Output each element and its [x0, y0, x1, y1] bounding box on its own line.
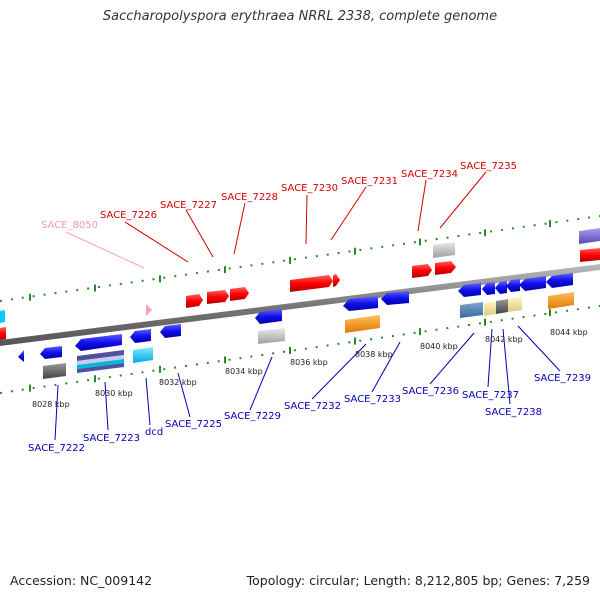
- ring-major-ticks: [29, 220, 551, 392]
- feature-sace-7232-orange[interactable]: [345, 315, 380, 333]
- tick-label-8028: 8028 kbp: [32, 400, 70, 409]
- accession-text: Accession: NC_009142: [10, 573, 153, 588]
- feature-sace-7223-band4[interactable]: [77, 363, 124, 373]
- label-sace-7229[interactable]: SACE_7229: [224, 411, 281, 422]
- genome-summary-text: Topology: circular; Length: 8,212,805 bp…: [246, 573, 590, 588]
- gene-sace-7239b[interactable]: [546, 273, 573, 288]
- gene-sace-7228[interactable]: [230, 287, 249, 301]
- label-sace-7222[interactable]: SACE_7222: [28, 443, 85, 454]
- kbp-scale: 8028 kbp 8030 kbp 8032 kbp 8034 kbp 8036…: [32, 328, 588, 409]
- feature-sace-7238-dark[interactable]: [496, 299, 508, 314]
- gene-sace-7225[interactable]: [160, 324, 181, 338]
- feature-grey-top[interactable]: [433, 242, 455, 258]
- gene-sace-7232[interactable]: [343, 296, 378, 311]
- label-sace-7233[interactable]: SACE_7233: [344, 394, 401, 405]
- gene-sace-7233[interactable]: [381, 291, 409, 305]
- feature-sace-7237-khaki[interactable]: [484, 301, 496, 316]
- feature-sace-7236-steel[interactable]: [460, 302, 483, 318]
- gene-edge-reverse[interactable]: [18, 350, 24, 362]
- feature-sace-7223-band2[interactable]: [77, 355, 124, 365]
- label-sace-7234[interactable]: SACE_7234: [401, 169, 458, 180]
- label-sace-7235[interactable]: SACE_7235: [460, 161, 517, 172]
- label-sace-8050[interactable]: SACE_8050: [41, 220, 98, 231]
- label-sace-7237[interactable]: SACE_7237: [462, 390, 519, 401]
- gene-sace-7222[interactable]: [40, 346, 62, 359]
- gene-sace-7235[interactable]: [435, 261, 456, 275]
- gene-sace-7236[interactable]: [458, 283, 481, 297]
- gene-sace-7229[interactable]: [255, 309, 282, 324]
- gene-sace-7239[interactable]: [519, 276, 546, 291]
- label-sace-7228[interactable]: SACE_7228: [221, 192, 278, 203]
- label-sace-7230[interactable]: SACE_7230: [281, 183, 338, 194]
- label-sace-7223[interactable]: SACE_7223: [83, 433, 140, 444]
- gene-sace-7238b[interactable]: [506, 279, 520, 292]
- feature-sace-7239-orange[interactable]: [548, 292, 574, 309]
- feature-purple-top[interactable]: [579, 228, 600, 244]
- tick-label-8036: 8036 kbp: [290, 358, 328, 367]
- label-sace-7239[interactable]: SACE_7239: [534, 373, 591, 384]
- gene-sace-7226[interactable]: [186, 294, 203, 308]
- feature-edge-cyan[interactable]: [0, 310, 5, 323]
- feature-sace-7238-khaki[interactable]: [508, 297, 522, 312]
- forward-gene-labels: SACE_7226 SACE_7227 SACE_7228 SACE_7230 …: [41, 161, 517, 231]
- label-sace-7236[interactable]: SACE_7236: [402, 386, 459, 397]
- feature-sace-7223-band3[interactable]: [77, 359, 124, 369]
- feature-sace-7229-grey[interactable]: [258, 328, 285, 344]
- tick-label-8030: 8030 kbp: [95, 389, 133, 398]
- gene-sace-7223[interactable]: [75, 334, 122, 351]
- label-sace-7226[interactable]: SACE_7226: [100, 210, 157, 221]
- gene-sace-7237[interactable]: [482, 282, 495, 295]
- feature-dcd-cyan[interactable]: [133, 347, 153, 363]
- feature-pseudo-sace-8050[interactable]: [146, 304, 152, 316]
- reverse-gene-labels: SACE_7222 SACE_7223 dcd SACE_7225 SACE_7…: [28, 373, 591, 454]
- leader-lines: [54, 171, 561, 441]
- gene-edge-left[interactable]: [0, 327, 6, 340]
- feature-sace-7223-band1[interactable]: [77, 350, 124, 361]
- tick-label-8044: 8044 kbp: [550, 328, 588, 337]
- tick-label-8040: 8040 kbp: [420, 342, 458, 351]
- label-sace-7232[interactable]: SACE_7232: [284, 401, 341, 412]
- map-title: Saccharopolyspora erythraea NRRL 2338, c…: [102, 9, 498, 24]
- label-sace-7231[interactable]: SACE_7231: [341, 176, 398, 187]
- gene-sace-7230[interactable]: [290, 275, 333, 292]
- gene-sace-7238[interactable]: [495, 281, 507, 294]
- reverse-features: [0, 273, 574, 379]
- feature-sace-7222-dark[interactable]: [43, 363, 66, 379]
- gene-sace-7231[interactable]: [333, 274, 340, 287]
- outer-tick-ring: [0, 215, 600, 302]
- label-sace-7227[interactable]: SACE_7227: [160, 200, 217, 211]
- genome-backbone: [0, 264, 600, 346]
- tick-label-8034: 8034 kbp: [225, 367, 263, 376]
- label-sace-7225[interactable]: SACE_7225: [165, 419, 222, 430]
- label-sace-7238[interactable]: SACE_7238: [485, 407, 542, 418]
- tick-label-8038: 8038 kbp: [355, 350, 393, 359]
- gene-dcd[interactable]: [130, 329, 151, 343]
- tick-label-8032: 8032 kbp: [159, 378, 197, 387]
- gene-sace-7234[interactable]: [412, 264, 432, 278]
- gene-edge-forward[interactable]: [580, 248, 600, 262]
- gene-sace-7227[interactable]: [207, 290, 229, 304]
- tick-label-8042: 8042 kbp: [485, 335, 523, 344]
- forward-features: [0, 228, 600, 340]
- label-dcd[interactable]: dcd: [145, 427, 163, 438]
